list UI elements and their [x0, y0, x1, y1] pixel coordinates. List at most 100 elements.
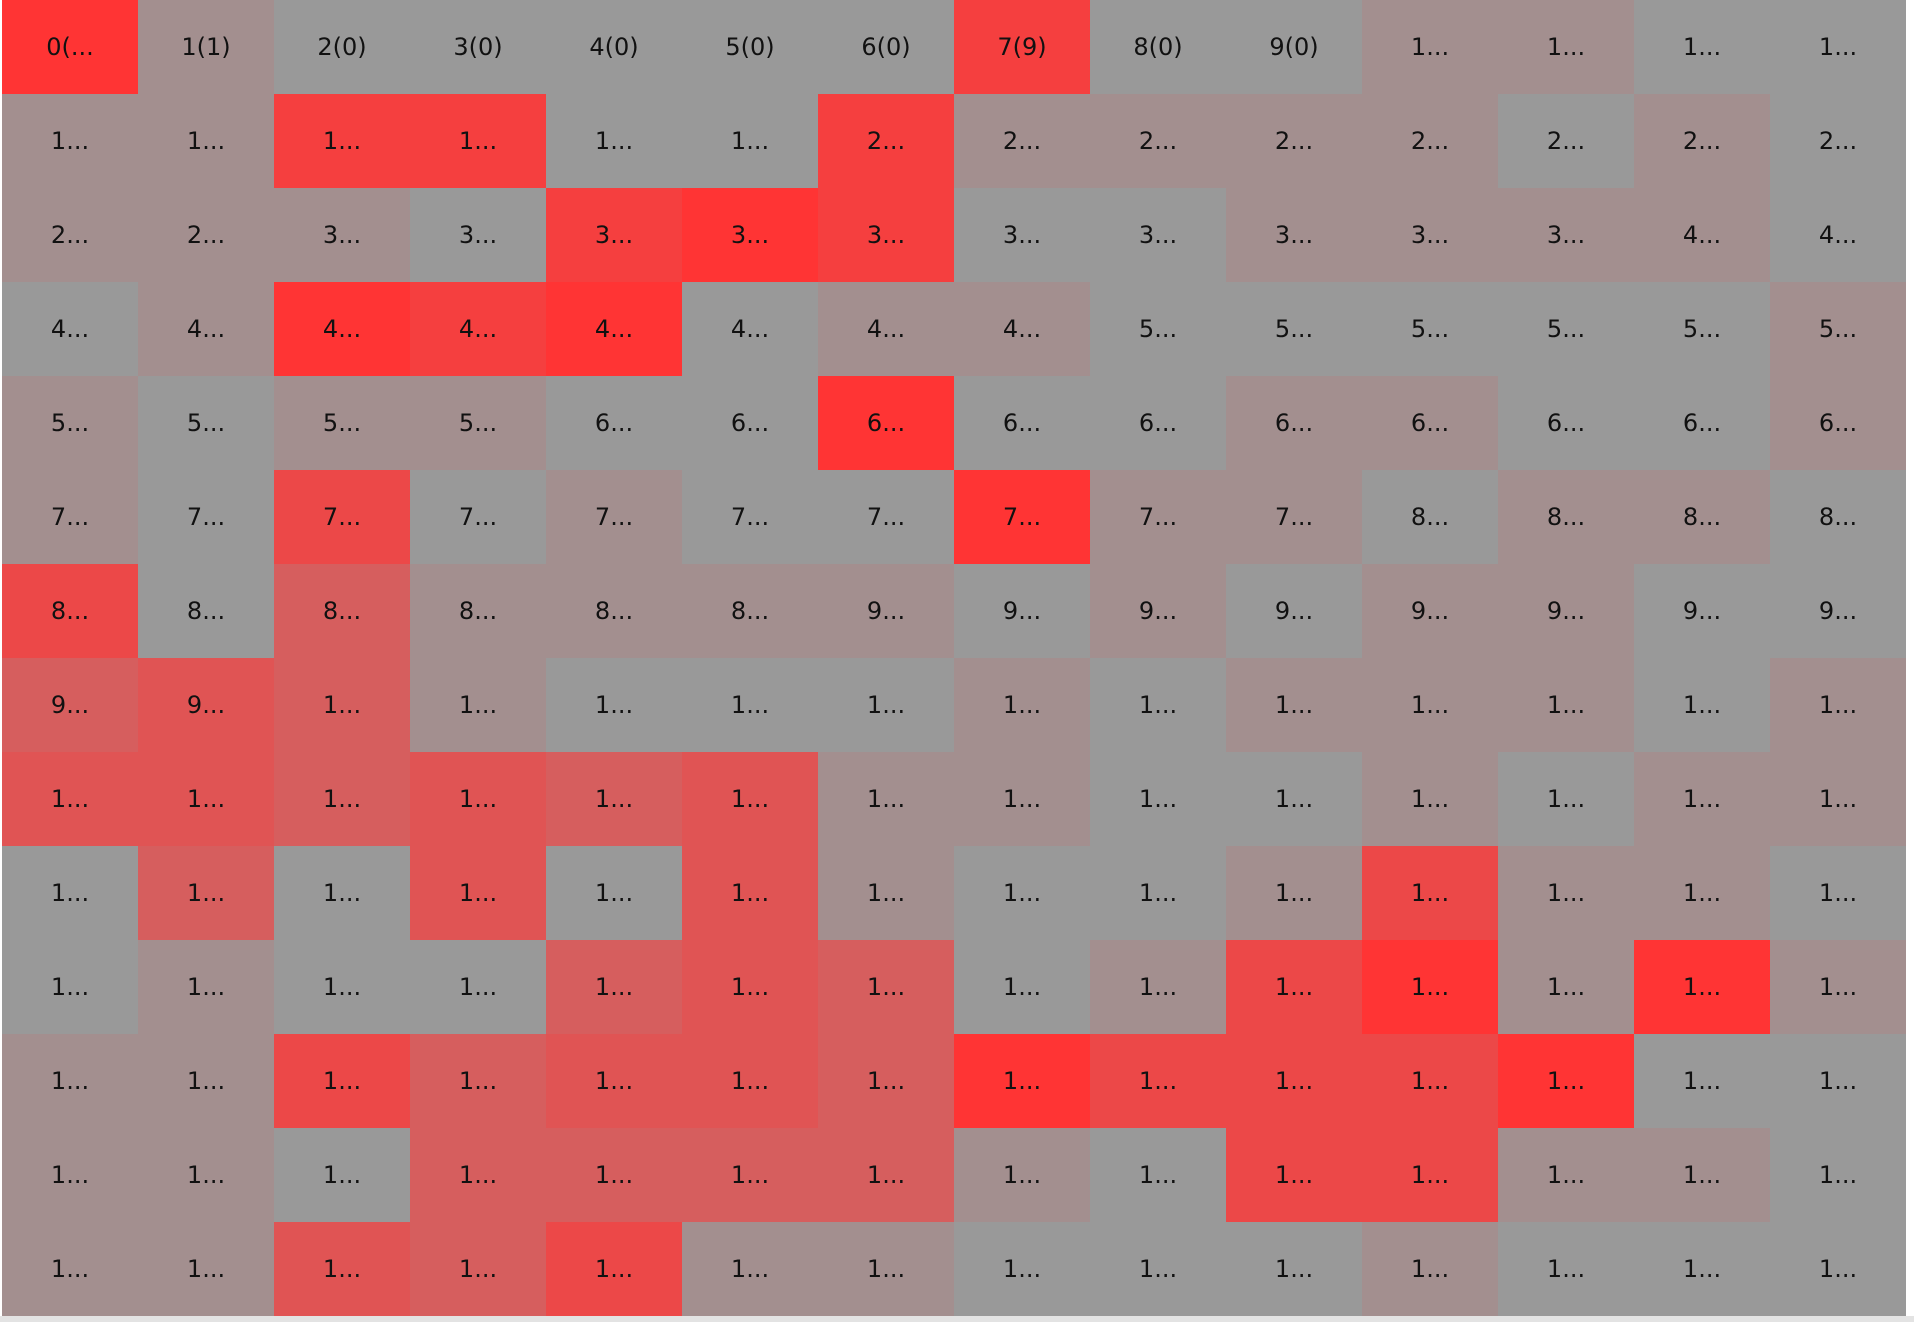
grid-cell[interactable]: 1... — [1770, 0, 1906, 94]
grid-cell[interactable]: 1... — [138, 94, 274, 188]
grid-cell[interactable]: 1... — [410, 1034, 546, 1128]
grid-cell[interactable]: 2... — [1090, 94, 1226, 188]
grid-cell[interactable]: 6... — [682, 376, 818, 470]
grid-cell[interactable]: 1... — [954, 658, 1090, 752]
grid-cell[interactable]: 1... — [1634, 0, 1770, 94]
grid-cell[interactable]: 6(0) — [818, 0, 954, 94]
grid-cell[interactable]: 1... — [1362, 1128, 1498, 1222]
grid-cell[interactable]: 1... — [1226, 752, 1362, 846]
grid-cell[interactable]: 1... — [818, 846, 954, 940]
grid-cell[interactable]: 3(0) — [410, 0, 546, 94]
grid-cell[interactable]: 1... — [1770, 846, 1906, 940]
grid-cell[interactable]: 1... — [546, 1034, 682, 1128]
grid-cell[interactable]: 1... — [1770, 1128, 1906, 1222]
grid-cell[interactable]: 1... — [546, 1128, 682, 1222]
grid-cell[interactable]: 1... — [1634, 1034, 1770, 1128]
grid-cell[interactable]: 6... — [1226, 376, 1362, 470]
grid-cell[interactable]: 5... — [274, 376, 410, 470]
grid-cell[interactable]: 1... — [546, 658, 682, 752]
grid-cell[interactable]: 1... — [410, 1128, 546, 1222]
grid-cell[interactable]: 1... — [274, 752, 410, 846]
grid-cell[interactable]: 3... — [274, 188, 410, 282]
grid-cell[interactable]: 1... — [1090, 1222, 1226, 1316]
grid-cell[interactable]: 1... — [1090, 1128, 1226, 1222]
grid-cell[interactable]: 2... — [1770, 94, 1906, 188]
grid-cell[interactable]: 6... — [1362, 376, 1498, 470]
grid-cell[interactable]: 8... — [138, 564, 274, 658]
grid-cell[interactable]: 1... — [1498, 0, 1634, 94]
grid-cell[interactable]: 4... — [2, 282, 138, 376]
grid-cell[interactable]: 4... — [1634, 188, 1770, 282]
grid-cell[interactable]: 6... — [1090, 376, 1226, 470]
grid-cell[interactable]: 1... — [682, 1034, 818, 1128]
grid-cell[interactable]: 8... — [410, 564, 546, 658]
grid-cell[interactable]: 5... — [1634, 282, 1770, 376]
grid-cell[interactable]: 3... — [682, 188, 818, 282]
grid-cell[interactable]: 1... — [954, 1128, 1090, 1222]
grid-cell[interactable]: 1... — [1634, 1222, 1770, 1316]
grid-cell[interactable]: 4... — [818, 282, 954, 376]
grid-cell[interactable]: 9... — [1362, 564, 1498, 658]
grid-cell[interactable]: 1... — [682, 752, 818, 846]
grid-cell[interactable]: 7... — [274, 470, 410, 564]
grid-cell[interactable]: 1... — [410, 846, 546, 940]
grid-cell[interactable]: 1... — [1226, 1128, 1362, 1222]
grid-cell[interactable]: 9... — [1770, 564, 1906, 658]
grid-cell[interactable]: 2... — [1634, 94, 1770, 188]
grid-cell[interactable]: 7... — [546, 470, 682, 564]
grid-cell[interactable]: 1... — [1226, 940, 1362, 1034]
grid-cell[interactable]: 1... — [2, 1128, 138, 1222]
grid-cell[interactable]: 1... — [1362, 1034, 1498, 1128]
grid-cell[interactable]: 1... — [954, 1034, 1090, 1128]
grid-cell[interactable]: 1... — [1770, 658, 1906, 752]
grid-cell[interactable]: 1... — [1090, 1034, 1226, 1128]
grid-cell[interactable]: 1... — [818, 658, 954, 752]
grid-cell[interactable]: 5(0) — [682, 0, 818, 94]
grid-cell[interactable]: 9... — [954, 564, 1090, 658]
grid-cell[interactable]: 8... — [2, 564, 138, 658]
grid-cell[interactable]: 3... — [1090, 188, 1226, 282]
grid-cell[interactable]: 1... — [410, 1222, 546, 1316]
grid-cell[interactable]: 9... — [1090, 564, 1226, 658]
grid-cell[interactable]: 1... — [274, 1034, 410, 1128]
grid-cell[interactable]: 1... — [546, 940, 682, 1034]
grid-cell[interactable]: 5... — [410, 376, 546, 470]
grid-cell[interactable]: 9... — [1226, 564, 1362, 658]
grid-cell[interactable]: 1... — [1770, 1222, 1906, 1316]
grid-cell[interactable]: 1... — [1498, 1128, 1634, 1222]
grid-cell[interactable]: 7... — [138, 470, 274, 564]
grid-cell[interactable]: 9... — [1634, 564, 1770, 658]
grid-cell[interactable]: 1... — [274, 1222, 410, 1316]
grid-cell[interactable]: 4... — [954, 282, 1090, 376]
grid-cell[interactable]: 3... — [546, 188, 682, 282]
grid-cell[interactable]: 1... — [1770, 1034, 1906, 1128]
grid-cell[interactable]: 1... — [1634, 752, 1770, 846]
grid-cell[interactable]: 4... — [274, 282, 410, 376]
grid-cell[interactable]: 5... — [1362, 282, 1498, 376]
grid-cell[interactable]: 1... — [410, 752, 546, 846]
grid-cell[interactable]: 5... — [2, 376, 138, 470]
grid-cell[interactable]: 8... — [1634, 470, 1770, 564]
grid-cell[interactable]: 2... — [138, 188, 274, 282]
grid-cell[interactable]: 1... — [1770, 940, 1906, 1034]
grid-cell[interactable]: 5... — [1226, 282, 1362, 376]
grid-cell[interactable]: 1... — [274, 846, 410, 940]
grid-cell[interactable]: 9... — [138, 658, 274, 752]
grid-cell[interactable]: 1... — [682, 1222, 818, 1316]
grid-cell[interactable]: 1... — [954, 846, 1090, 940]
grid-cell[interactable]: 8... — [1362, 470, 1498, 564]
grid-cell[interactable]: 3... — [1362, 188, 1498, 282]
grid-cell[interactable]: 8(0) — [1090, 0, 1226, 94]
grid-cell[interactable]: 1... — [410, 658, 546, 752]
grid-cell[interactable]: 1... — [138, 846, 274, 940]
grid-cell[interactable]: 0(... — [2, 0, 138, 94]
grid-cell[interactable]: 6... — [546, 376, 682, 470]
grid-cell[interactable]: 8... — [274, 564, 410, 658]
grid-cell[interactable]: 8... — [1498, 470, 1634, 564]
grid-cell[interactable]: 1... — [546, 1222, 682, 1316]
grid-cell[interactable]: 1... — [274, 940, 410, 1034]
grid-cell[interactable]: 1... — [682, 1128, 818, 1222]
grid-cell[interactable]: 1... — [2, 752, 138, 846]
grid-cell[interactable]: 1... — [2, 846, 138, 940]
grid-cell[interactable]: 1... — [1498, 846, 1634, 940]
